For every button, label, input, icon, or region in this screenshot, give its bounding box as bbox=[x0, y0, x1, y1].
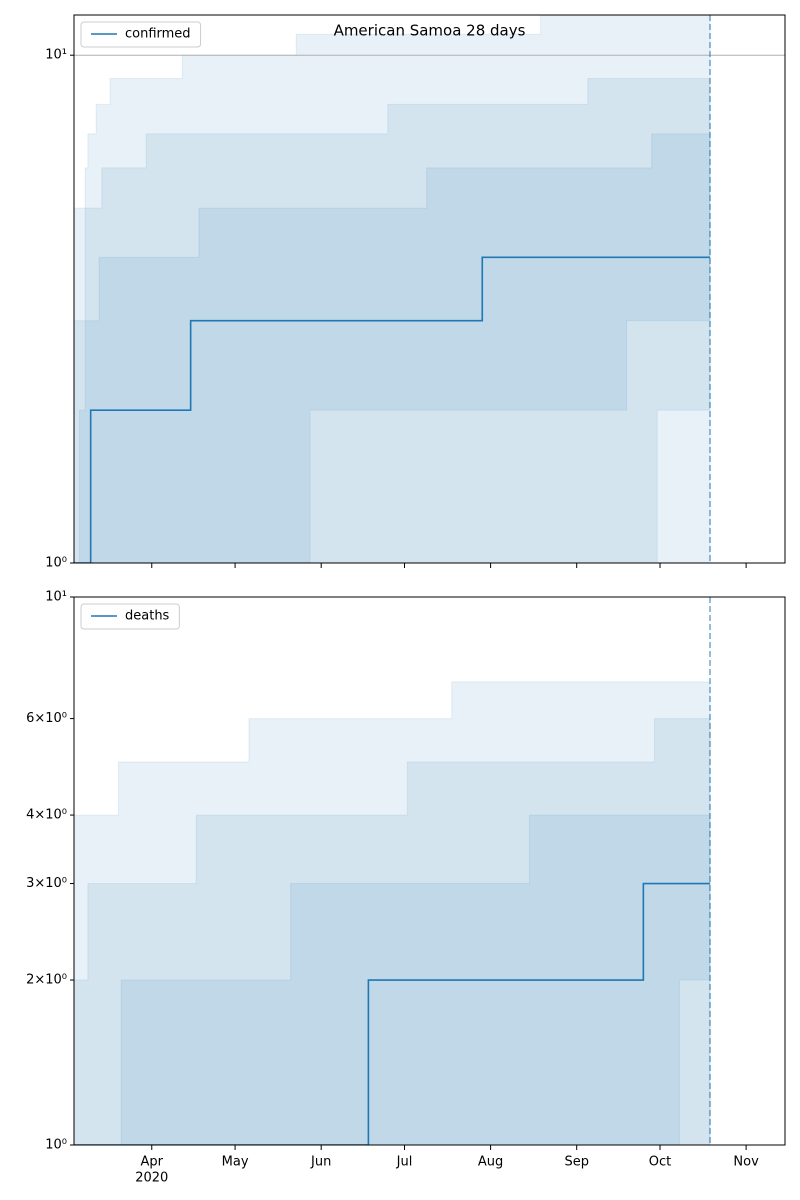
x-tick-sublabel: 2020 bbox=[135, 1171, 168, 1186]
series-line bbox=[74, 882, 711, 1145]
x-tick-label: Apr bbox=[141, 1155, 164, 1170]
chart-title: American Samoa 28 days bbox=[334, 22, 526, 40]
x-tick-label: Nov bbox=[733, 1155, 759, 1170]
legend: deaths bbox=[80, 603, 180, 630]
y-tick-label: 10¹ bbox=[45, 48, 67, 63]
y-tick-label: 4×10⁰ bbox=[26, 808, 67, 823]
axes-frame bbox=[73, 14, 786, 564]
band bbox=[74, 681, 711, 1145]
x-tick-label: Sep bbox=[564, 1155, 589, 1170]
series-line bbox=[74, 256, 711, 563]
legend-label: confirmed bbox=[125, 27, 191, 42]
axes-frame bbox=[73, 596, 786, 1146]
plot-area bbox=[74, 15, 785, 563]
x-tick-label: Jul bbox=[396, 1155, 413, 1170]
x-tick-label: Oct bbox=[649, 1155, 671, 1170]
legend-box bbox=[80, 603, 180, 630]
x-tick-label: Jun bbox=[310, 1155, 331, 1170]
y-tick-label: 10¹ bbox=[45, 590, 67, 605]
x-tick-label: May bbox=[222, 1155, 249, 1170]
y-tick-label: 10⁰ bbox=[45, 1138, 67, 1153]
x-tick-label: Aug bbox=[478, 1155, 503, 1170]
y-tick-label: 6×10⁰ bbox=[26, 711, 67, 726]
band bbox=[74, 718, 711, 1145]
band bbox=[74, 15, 711, 563]
legend-label: deaths bbox=[125, 609, 170, 624]
y-tick-label: 3×10⁰ bbox=[26, 876, 67, 891]
plot-area bbox=[74, 681, 711, 1145]
band bbox=[74, 133, 711, 563]
legend-box bbox=[80, 21, 202, 48]
legend: confirmed bbox=[80, 21, 202, 48]
y-tick-label: 2×10⁰ bbox=[26, 973, 67, 988]
y-tick-label: 10⁰ bbox=[45, 556, 67, 571]
